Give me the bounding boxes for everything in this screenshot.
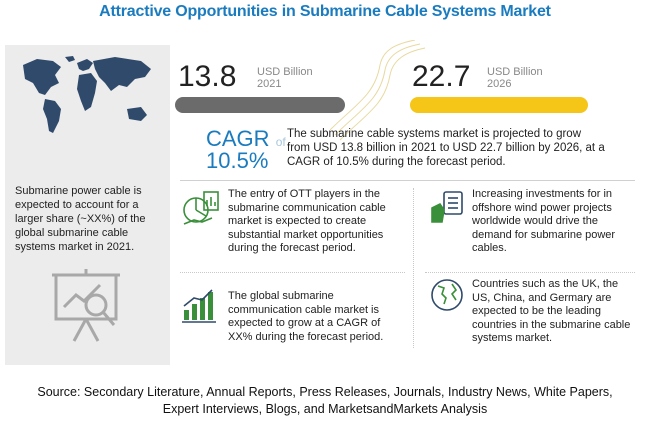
market-growth-icon [183, 191, 219, 225]
page-title: Attractive Opportunities in Submarine Ca… [99, 3, 551, 20]
insight-offshore-wind: Increasing investments for in offshore w… [472, 188, 616, 254]
insight-cagr-growth: The global submarine communication cable… [228, 290, 384, 343]
cagr-value: 10.5% [206, 148, 269, 173]
world-map-icon [23, 56, 151, 133]
stat-2021: 13.8 [178, 62, 236, 92]
row-divider-right [425, 272, 635, 273]
cagr-label: CAGR of [206, 126, 286, 152]
stat-2026: 22.7 [412, 62, 470, 92]
insight-leading-countries: Countries such as the UK, the US, China,… [472, 278, 631, 344]
globe-icon [431, 279, 463, 311]
source-note: Source: Secondary Literature, Annual Rep… [0, 384, 650, 418]
section-divider [180, 180, 635, 181]
cagr-title: CAGR [206, 126, 270, 151]
growth-chart-icon [182, 289, 216, 323]
cagr-of: of [275, 135, 286, 149]
row-divider-left [180, 272, 405, 273]
stat-2026-year: 2026 [487, 78, 512, 90]
analysis-board-icon [52, 269, 120, 342]
cagr-description: The submarine cable systems market is pr… [287, 128, 605, 168]
stat-2021-unit: USD Billion [257, 66, 313, 78]
left-panel: Submarine power cable is expected to acc… [5, 45, 170, 365]
stat-2026-value: 22.7 [412, 60, 471, 93]
left-panel-text: Submarine power cable is expected to acc… [15, 185, 146, 253]
stat-2026-unit: USD Billion [487, 66, 543, 78]
stat-2021-bar [175, 97, 345, 113]
source-line-1: Source: Secondary Literature, Annual Rep… [37, 385, 613, 399]
stat-2021-value: 13.8 [178, 60, 237, 93]
decorative-swirl [330, 40, 426, 141]
offshore-investment-icon [431, 191, 463, 223]
column-divider [413, 188, 414, 348]
insight-ott-players: The entry of OTT players in the submarin… [228, 188, 386, 254]
stat-2021-year: 2021 [257, 78, 282, 90]
stat-2026-bar [410, 97, 588, 113]
source-line-2: Expert Interviews, Blogs, and Marketsand… [162, 402, 488, 416]
